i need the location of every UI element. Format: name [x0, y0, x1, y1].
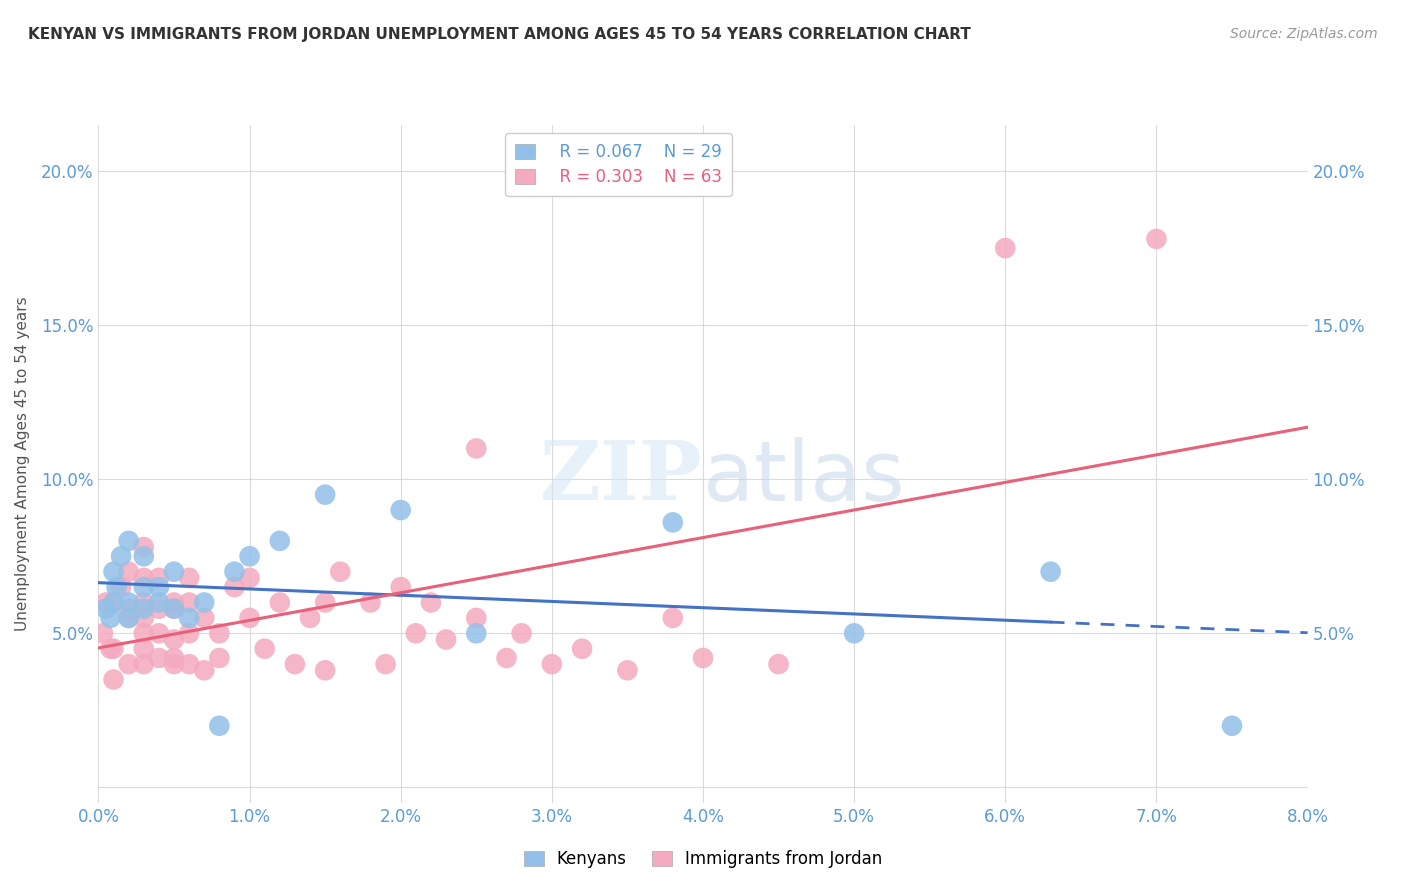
Point: [193, 663, 215, 677]
Y-axis label: Unemployment Among Ages 45 to 54 years: Unemployment Among Ages 45 to 54 years: [15, 296, 30, 632]
Point: [163, 657, 186, 672]
Point: [94, 595, 117, 609]
Text: atlas: atlas: [703, 437, 904, 518]
Point: [541, 657, 564, 672]
Point: [163, 565, 186, 579]
Point: [314, 488, 336, 502]
Text: KENYAN VS IMMIGRANTS FROM JORDAN UNEMPLOYMENT AMONG AGES 45 TO 54 YEARS CORRELAT: KENYAN VS IMMIGRANTS FROM JORDAN UNEMPLO…: [28, 27, 972, 42]
Point: [239, 549, 262, 564]
Point: [118, 657, 141, 672]
Legend:   R = 0.067    N = 29,   R = 0.303    N = 63: R = 0.067 N = 29, R = 0.303 N = 63: [505, 133, 731, 196]
Point: [91, 626, 114, 640]
Point: [253, 641, 276, 656]
Point: [994, 241, 1017, 255]
Point: [100, 641, 122, 656]
Point: [465, 626, 488, 640]
Point: [148, 595, 170, 609]
Point: [148, 626, 170, 640]
Point: [163, 651, 186, 665]
Point: [434, 632, 457, 647]
Point: [224, 580, 246, 594]
Text: Source: ZipAtlas.com: Source: ZipAtlas.com: [1230, 27, 1378, 41]
Point: [571, 641, 593, 656]
Point: [193, 611, 215, 625]
Point: [148, 651, 170, 665]
Point: [495, 651, 517, 665]
Point: [314, 595, 336, 609]
Point: [148, 580, 170, 594]
Point: [132, 540, 155, 554]
Point: [103, 595, 125, 609]
Point: [374, 657, 396, 672]
Text: ZIP: ZIP: [540, 437, 703, 517]
Point: [239, 611, 262, 625]
Point: [179, 657, 201, 672]
Point: [360, 595, 382, 609]
Point: [616, 663, 638, 677]
Point: [163, 601, 186, 615]
Point: [692, 651, 714, 665]
Point: [662, 611, 685, 625]
Point: [208, 719, 231, 733]
Point: [208, 651, 231, 665]
Point: [405, 626, 427, 640]
Point: [132, 611, 155, 625]
Point: [132, 571, 155, 585]
Point: [132, 595, 155, 609]
Point: [100, 611, 122, 625]
Point: [103, 641, 125, 656]
Point: [1039, 565, 1062, 579]
Point: [110, 580, 132, 594]
Point: [105, 580, 128, 594]
Point: [103, 673, 125, 687]
Point: [179, 595, 201, 609]
Point: [844, 626, 866, 640]
Point: [163, 632, 186, 647]
Point: [132, 601, 155, 615]
Point: [148, 601, 170, 615]
Point: [118, 611, 141, 625]
Point: [420, 595, 443, 609]
Point: [1220, 719, 1243, 733]
Point: [179, 611, 201, 625]
Point: [163, 601, 186, 615]
Point: [269, 533, 291, 548]
Point: [314, 663, 336, 677]
Point: [389, 580, 412, 594]
Point: [269, 595, 291, 609]
Point: [510, 626, 533, 640]
Legend: Kenyans, Immigrants from Jordan: Kenyans, Immigrants from Jordan: [517, 844, 889, 875]
Point: [284, 657, 307, 672]
Point: [103, 595, 125, 609]
Point: [103, 565, 125, 579]
Point: [239, 571, 262, 585]
Point: [132, 657, 155, 672]
Point: [193, 595, 215, 609]
Point: [132, 549, 155, 564]
Point: [179, 571, 201, 585]
Point: [179, 626, 201, 640]
Point: [132, 580, 155, 594]
Point: [148, 571, 170, 585]
Point: [299, 611, 322, 625]
Point: [118, 565, 141, 579]
Point: [132, 626, 155, 640]
Point: [465, 611, 488, 625]
Point: [94, 601, 117, 615]
Point: [118, 601, 141, 615]
Point: [163, 595, 186, 609]
Point: [662, 516, 685, 530]
Point: [132, 641, 155, 656]
Point: [224, 565, 246, 579]
Point: [118, 611, 141, 625]
Point: [465, 442, 488, 456]
Point: [768, 657, 790, 672]
Point: [389, 503, 412, 517]
Point: [329, 565, 352, 579]
Point: [1146, 232, 1168, 246]
Point: [118, 595, 141, 609]
Point: [118, 533, 141, 548]
Point: [110, 549, 132, 564]
Point: [208, 626, 231, 640]
